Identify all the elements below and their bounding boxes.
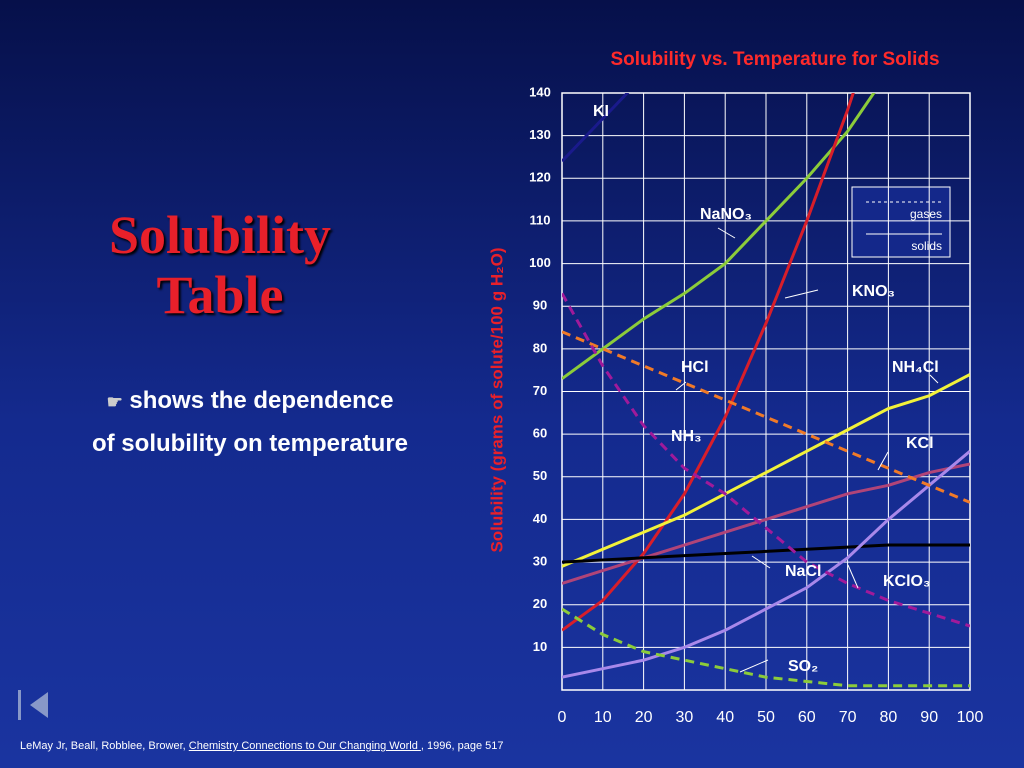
bullet-text: shows the dependence bbox=[129, 387, 394, 414]
series-line bbox=[562, 93, 855, 632]
y-tick-label: 60 bbox=[533, 426, 547, 441]
series-label: NH₄Cl bbox=[892, 359, 939, 376]
y-tick-label: 50 bbox=[533, 468, 547, 483]
y-tick-label: 110 bbox=[530, 212, 551, 227]
x-tick-label: 80 bbox=[880, 709, 898, 726]
x-tick-label: 10 bbox=[594, 709, 612, 726]
label-leader bbox=[717, 227, 736, 239]
x-tick-label: 60 bbox=[798, 709, 816, 726]
slide-title: Solubility Table bbox=[60, 205, 380, 325]
series-label: KClO₃ bbox=[883, 573, 930, 590]
series-label: KNO₃ bbox=[852, 283, 895, 300]
series-label: HCl bbox=[681, 359, 709, 376]
series-label: KI bbox=[593, 103, 609, 120]
chart-title: Solubility vs. Temperature for Solids bbox=[610, 49, 939, 70]
y-tick-label: 10 bbox=[533, 639, 547, 654]
series-label: NaNO₃ bbox=[700, 206, 752, 223]
y-tick-label: 70 bbox=[533, 383, 547, 398]
series-line bbox=[562, 292, 970, 628]
series-line bbox=[562, 450, 970, 679]
series-line bbox=[562, 462, 970, 585]
label-leader bbox=[675, 381, 687, 391]
series-label: NH₃ bbox=[671, 428, 702, 445]
label-leader bbox=[739, 659, 769, 673]
footer-book: Chemistry Connections to Our Changing Wo… bbox=[188, 740, 421, 752]
series-line bbox=[562, 607, 970, 688]
label-leader bbox=[751, 555, 771, 569]
x-tick-label: 50 bbox=[757, 709, 775, 726]
nav-button[interactable] bbox=[18, 690, 48, 720]
series-line bbox=[562, 93, 630, 163]
x-tick-label: 40 bbox=[716, 709, 734, 726]
footer-authors: LeMay Jr, Beall, Robblee, Brower, bbox=[20, 740, 186, 752]
x-tick-label: 70 bbox=[839, 709, 857, 726]
series-label: KCl bbox=[906, 435, 934, 452]
x-tick-label: 20 bbox=[635, 709, 653, 726]
legend-label: gases bbox=[910, 207, 942, 221]
y-tick-label: 90 bbox=[533, 298, 547, 313]
series-label: NaCl bbox=[785, 563, 821, 580]
bullet-line: ☛ shows the dependence bbox=[40, 380, 460, 423]
footer: LeMay Jr, Beall, Robblee, Brower, Chemis… bbox=[20, 740, 503, 752]
bullet-icon: ☛ bbox=[106, 392, 123, 412]
x-tick-label: 100 bbox=[957, 709, 984, 726]
x-tick-label: 0 bbox=[558, 709, 567, 726]
label-leader bbox=[784, 289, 819, 299]
series-group bbox=[562, 93, 970, 688]
label-leader bbox=[877, 451, 889, 471]
y-tick-label: 40 bbox=[533, 511, 547, 526]
y-tick-label: 80 bbox=[533, 340, 547, 355]
title-line: Solubility bbox=[108, 205, 332, 265]
footer-rest: , 1996, page 517 bbox=[420, 740, 504, 752]
y-axis-label: Solubility (grams of solute/100 g H₂O) bbox=[487, 247, 506, 552]
bullet: ☛ shows the dependence of solubility on t… bbox=[40, 380, 460, 465]
y-tick-label: 130 bbox=[529, 127, 551, 142]
series-line bbox=[562, 330, 970, 504]
x-tick-label: 90 bbox=[920, 709, 938, 726]
y-tick-label: 100 bbox=[529, 255, 551, 270]
y-tick-label: 140 bbox=[529, 84, 551, 99]
y-tick-label: 120 bbox=[529, 170, 551, 185]
series-label: SO₂ bbox=[788, 658, 818, 675]
legend-label: solids bbox=[911, 239, 942, 253]
x-tick-label: 30 bbox=[676, 709, 694, 726]
series-line bbox=[562, 373, 970, 568]
label-leader bbox=[929, 374, 939, 384]
y-tick-label: 30 bbox=[533, 554, 547, 569]
y-tick-label: 20 bbox=[533, 596, 547, 611]
legend-box bbox=[851, 186, 951, 258]
series-line bbox=[562, 543, 970, 564]
bullet-line: of solubility on temperature bbox=[91, 430, 409, 457]
label-leader bbox=[847, 564, 859, 589]
title-line: Table bbox=[156, 265, 284, 325]
